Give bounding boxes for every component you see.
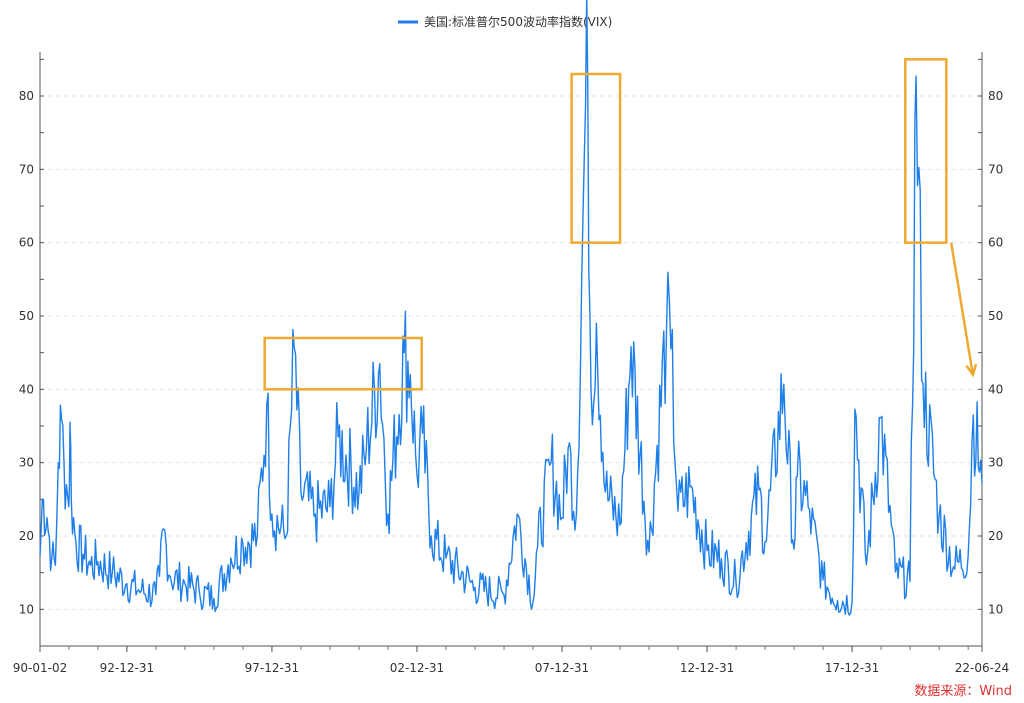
highlight-box xyxy=(570,72,622,244)
annotation-layer xyxy=(263,58,978,391)
x-tick-label: 97-12-31 xyxy=(245,661,299,675)
y-tick-label-right: 30 xyxy=(988,456,1003,470)
y-tick-label-right: 50 xyxy=(988,309,1003,323)
y-tick-label-right: 10 xyxy=(988,602,1003,616)
x-tick-label: 17-12-31 xyxy=(825,661,879,675)
y-tick-label: 50 xyxy=(19,309,34,323)
x-tick-label: 22-06-24 xyxy=(955,661,1009,675)
legend-label: 美国:标准普尔500波动率指数(VIX) xyxy=(424,14,612,29)
y-tick-label-right: 80 xyxy=(988,89,1003,103)
annotation-arrow xyxy=(949,242,975,375)
axes: 10 10 20 20 30 30 40 40 50 50 60 60 70 70 80 80 90-01-02… xyxy=(13,52,1009,675)
source-label: 数据来源：Wind xyxy=(914,684,1012,699)
y-tick-label: 80 xyxy=(19,89,34,103)
y-tick-label-right: 20 xyxy=(988,529,1003,543)
y-tick-label-right: 70 xyxy=(988,162,1003,176)
x-tick-label: 12-12-31 xyxy=(680,661,734,675)
x-tick-label: 07-12-31 xyxy=(535,661,589,675)
y-tick-label-right: 60 xyxy=(988,236,1003,250)
legend: 美国:标准普尔500波动率指数(VIX) xyxy=(398,14,612,29)
x-tick-label: 90-01-02 xyxy=(13,661,67,675)
y-tick-label: 40 xyxy=(19,382,34,396)
x-tick-label: 02-12-31 xyxy=(390,661,444,675)
series-layer xyxy=(39,0,983,616)
highlight-box xyxy=(263,336,423,391)
highlight-box xyxy=(904,58,948,244)
annotation-arrow-head xyxy=(965,363,978,378)
y-tick-label: 60 xyxy=(19,236,34,250)
y-tick-label: 20 xyxy=(19,529,34,543)
y-tick-label-right: 40 xyxy=(988,382,1003,396)
y-tick-label: 10 xyxy=(19,602,34,616)
gridlines xyxy=(40,95,982,610)
x-tick-label: 92-12-31 xyxy=(100,661,154,675)
y-tick-label: 30 xyxy=(19,456,34,470)
y-tick-label: 70 xyxy=(19,162,34,176)
series-line xyxy=(39,0,983,616)
